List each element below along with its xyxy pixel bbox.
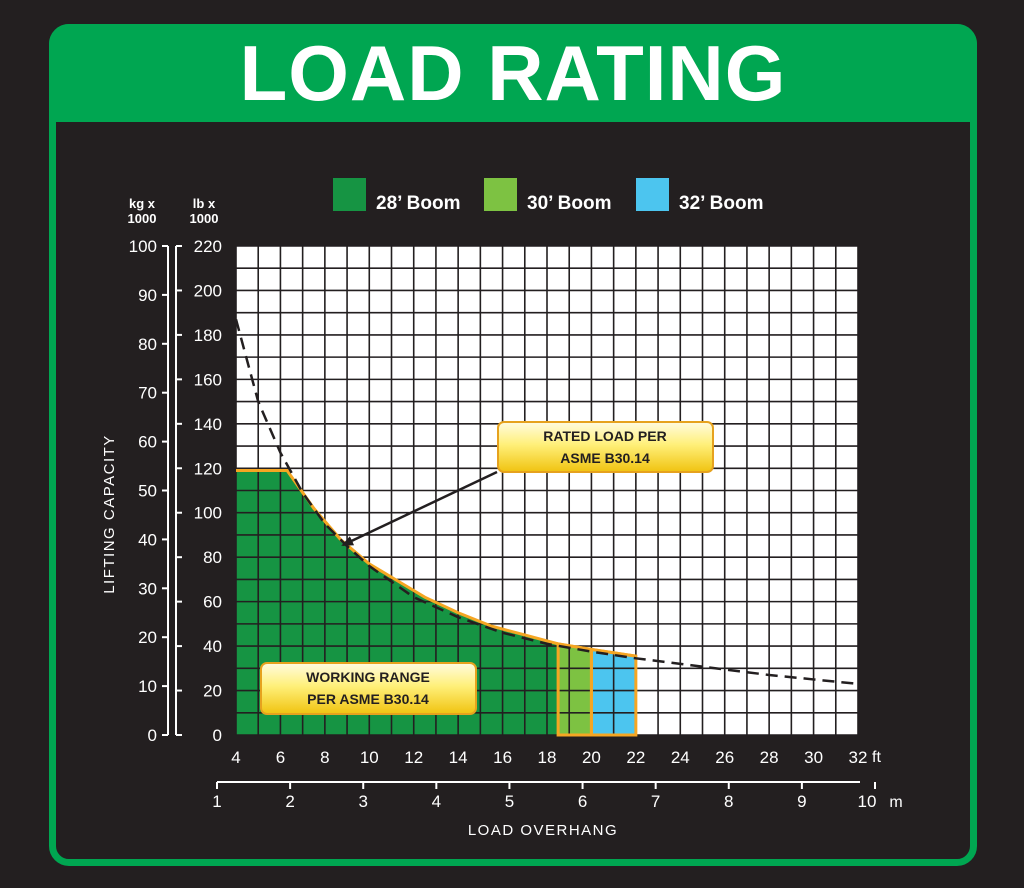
ft-tick-26: 26 (715, 748, 734, 767)
ft-tick-8: 8 (320, 748, 329, 767)
ft-tick-18: 18 (538, 748, 557, 767)
kg-tick-20: 20 (138, 628, 157, 647)
lb-tick-220: 220 (194, 237, 222, 256)
legend-label-1: 28’ Boom (376, 193, 460, 214)
m-tick-4: 4 (432, 792, 441, 811)
boom-outline-3 (589, 647, 638, 737)
lb-tick-180: 180 (194, 326, 222, 345)
lb-tick-60: 60 (203, 593, 222, 612)
legend-label-3: 32’ Boom (679, 193, 763, 214)
kg-tick-60: 60 (138, 433, 157, 452)
area-2 (558, 643, 592, 735)
lb-tick-80: 80 (203, 548, 222, 567)
rated-load-callout: RATED LOAD PER ASME B30.14 (497, 421, 714, 473)
lb-tick-120: 120 (194, 459, 222, 478)
working-range-line-1: WORKING RANGE (306, 669, 430, 685)
legend-swatch-2 (484, 178, 517, 211)
lb-tick-0: 0 (213, 726, 222, 745)
ft-tick-28: 28 (760, 748, 779, 767)
ft-tick-10: 10 (360, 748, 379, 767)
lb-tick-200: 200 (194, 281, 222, 300)
kg-tick-70: 70 (138, 384, 157, 403)
working-range-line-2: PER ASME B30.14 (307, 691, 429, 707)
m-tick-5: 5 (505, 792, 514, 811)
ft-tick-24: 24 (671, 748, 690, 767)
x-axis-label: LOAD OVERHANG (468, 822, 618, 839)
rated-load-curve (234, 319, 859, 686)
kg-tick-10: 10 (138, 677, 157, 696)
rated-load-callout-box (497, 421, 714, 473)
lb-tick-160: 160 (194, 370, 222, 389)
kg-tick-40: 40 (138, 530, 157, 549)
rated-load-line (234, 319, 859, 686)
m-tick-1: 1 (212, 792, 221, 811)
axes: 0102030405060708090100020406080100120140… (129, 237, 877, 811)
lb-header-line-1: lb x (193, 196, 216, 211)
m-tick-3: 3 (358, 792, 367, 811)
working-range-callout: WORKING RANGE PER ASME B30.14 (260, 662, 477, 715)
ft-tick-20: 20 (582, 748, 601, 767)
ft-tick-12: 12 (404, 748, 423, 767)
kg-header-line-2: 1000 (128, 211, 157, 226)
lb-tick-20: 20 (203, 682, 222, 701)
ft-tick-6: 6 (276, 748, 285, 767)
legend-swatch-1 (333, 178, 366, 211)
lb-header-line-2: 1000 (190, 211, 219, 226)
page-title: LOAD RATING (239, 29, 787, 117)
kg-tick-50: 50 (138, 482, 157, 501)
m-unit-label: m (889, 794, 902, 811)
kg-tick-90: 90 (138, 286, 157, 305)
grid (235, 245, 859, 736)
rated-load-line-2: ASME B30.14 (560, 450, 650, 466)
legend: 28’ Boom 30’ Boom 32’ Boom (333, 178, 763, 214)
rated-load-line-1: RATED LOAD PER (543, 428, 666, 444)
kg-tick-0: 0 (148, 726, 157, 745)
lb-tick-140: 140 (194, 415, 222, 434)
lb-tick-40: 40 (203, 637, 222, 656)
m-tick-10: 10 (858, 792, 877, 811)
ft-tick-32: 32 (849, 748, 868, 767)
ft-tick-4: 4 (231, 748, 240, 767)
ft-tick-22: 22 (626, 748, 645, 767)
lb-tick-100: 100 (194, 504, 222, 523)
m-tick-6: 6 (578, 792, 587, 811)
y-axis-label: LIFTING CAPACITY (101, 434, 118, 594)
area-outlines (236, 468, 638, 737)
rated-load-arrow (341, 470, 498, 547)
kg-header-line-1: kg x (129, 196, 156, 211)
m-tick-9: 9 (797, 792, 806, 811)
m-tick-7: 7 (651, 792, 660, 811)
kg-tick-100: 100 (129, 237, 157, 256)
m-tick-8: 8 (724, 792, 733, 811)
m-tick-2: 2 (285, 792, 294, 811)
ft-unit-label: ft (872, 749, 881, 766)
kg-tick-80: 80 (138, 335, 157, 354)
ft-tick-16: 16 (493, 748, 512, 767)
ft-tick-14: 14 (449, 748, 468, 767)
legend-swatch-3 (636, 178, 669, 211)
ft-tick-30: 30 (804, 748, 823, 767)
legend-label-2: 30’ Boom (527, 193, 611, 214)
title-bar: LOAD RATING (49, 24, 977, 122)
working-range-callout-box (260, 662, 477, 715)
kg-tick-30: 30 (138, 579, 157, 598)
